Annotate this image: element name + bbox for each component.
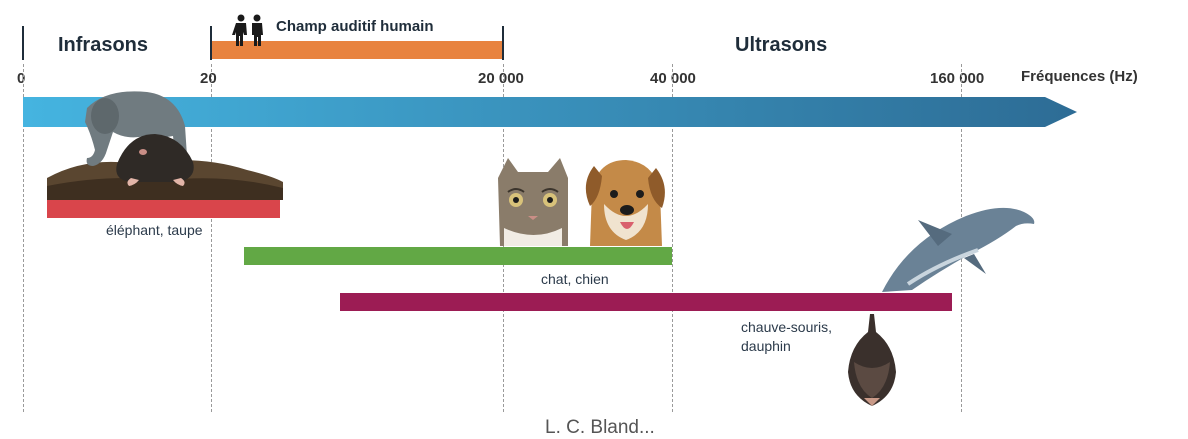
range-bar-cat-dog — [244, 247, 672, 265]
elephant-mole-image — [47, 86, 283, 200]
footer-credit: L. C. Bland... — [545, 417, 655, 439]
cat-dog-image — [494, 138, 670, 248]
range-label-cat-dog: chat, chien — [541, 270, 609, 289]
bat-image — [840, 312, 904, 408]
axis-label: Fréquences (Hz) — [1021, 68, 1138, 85]
band-human-label: Champ auditif humain — [276, 18, 434, 35]
tick-label: 0 — [17, 70, 25, 87]
range-label-elephant-mole: éléphant, taupe — [106, 221, 203, 240]
band-header — [0, 0, 1188, 70]
dolphin-image — [878, 200, 1038, 300]
band-infrasons-label: Infrasons — [58, 34, 148, 57]
band-ultrasons-label: Ultrasons — [735, 34, 827, 57]
tick-label: 20 — [200, 70, 217, 87]
hearing-diagram: Infrasons Champ auditif humain Ultrasons… — [0, 0, 1188, 424]
range-label-bat-dolphin: chauve-souris, dauphin — [741, 318, 832, 356]
range-bar-elephant-mole — [47, 200, 280, 218]
cat-icon — [498, 158, 568, 246]
tick-label: 160 000 — [930, 70, 984, 87]
dog-icon — [586, 160, 665, 246]
range-bar-bat-dolphin — [340, 293, 952, 311]
tick-label: 20 000 — [478, 70, 524, 87]
